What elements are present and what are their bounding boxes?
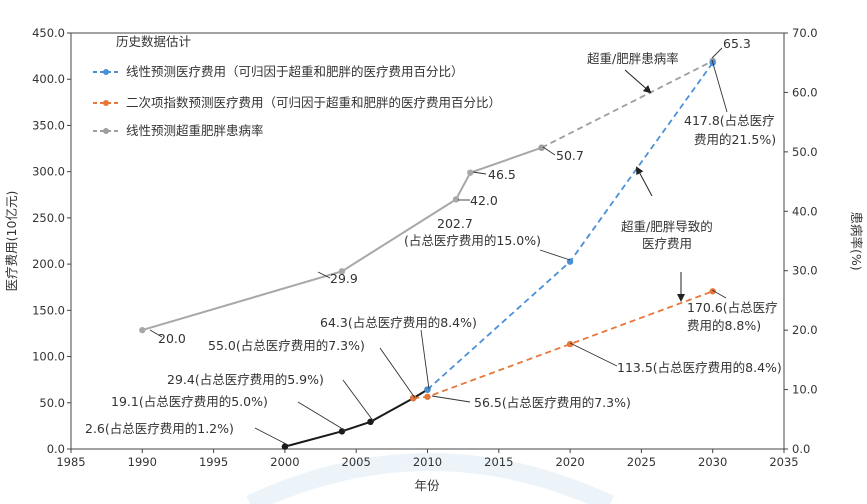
y-axis-left-title: 医疗费用(10亿元) <box>4 191 19 292</box>
y-right-tick-label: 0.0 <box>792 442 810 456</box>
legend-item-prevalence: 线性预测超重肥胖患病率 <box>93 123 264 138</box>
label-prevalence-2030: 65.3 <box>723 36 751 51</box>
label-cost-callout-2: 医疗费用 <box>642 236 692 251</box>
label-prevalence-2004: 29.9 <box>330 271 358 286</box>
x-tick-label: 2030 <box>698 455 727 469</box>
legend-item-exp-cost: 二次项指数预测医疗费用（可归因于超重和肥胖的医疗费用百分比） <box>93 95 501 110</box>
series-point-0 <box>452 196 460 203</box>
label-prevalence-2018: 50.7 <box>556 148 584 163</box>
series-point-0 <box>338 268 346 275</box>
y-right-tick-label: 70.0 <box>792 26 818 40</box>
label-cost-2020-linear-2: (占总医疗费用的15.0%) <box>404 233 541 248</box>
y-left-tick-label: 300.0 <box>32 165 65 179</box>
label-cost-2030-exp-2: 费用的8.8%) <box>687 318 761 333</box>
series-point-0 <box>139 326 146 334</box>
series-point-2 <box>367 418 374 426</box>
legend-label-linear-cost: 线性预测医疗费用（可归因于超重和肥胖的医疗费用百分比） <box>126 64 464 79</box>
label-cost-callout-1: 超重/肥胖导致的 <box>621 219 713 234</box>
legend-header: 历史数据估计 <box>116 34 191 49</box>
y-left-tick-label: 50.0 <box>39 396 65 410</box>
label-prevalence-2012: 42.0 <box>470 193 498 208</box>
x-tick-label: 2000 <box>270 455 299 469</box>
label-cost-2020-exp: 113.5(占总医疗费用的8.4%) <box>617 360 782 375</box>
label-cost-2010-exp: 56.5(占总医疗费用的7.3%) <box>474 395 631 410</box>
label-cost-2010: 64.3(占总医疗费用的8.4%) <box>320 315 477 330</box>
label-prevalence-2013: 46.5 <box>488 167 516 182</box>
x-tick-label: 1985 <box>56 455 85 469</box>
x-tick-label: 1990 <box>128 455 157 469</box>
label-cost-2006: 29.4(占总医疗费用的5.9%) <box>167 372 324 387</box>
y-right-tick-label: 30.0 <box>792 264 818 278</box>
series-line-4 <box>413 290 714 400</box>
legend: 历史数据估计 线性预测医疗费用（可归因于超重和肥胖的医疗费用百分比） 二次项指数… <box>93 34 501 138</box>
label-cost-2004: 19.1(占总医疗费用的5.0%) <box>111 394 268 409</box>
y-left-tick-label: 150.0 <box>32 303 65 317</box>
series-point-0 <box>467 169 474 176</box>
label-cost-2009: 55.0(占总医疗费用的7.3%) <box>208 338 365 353</box>
y-right-tick-label: 10.0 <box>792 383 818 397</box>
series-point-3 <box>566 258 574 265</box>
y-right-tick-label: 60.0 <box>792 85 818 99</box>
legend-item-linear-cost: 线性预测医疗费用（可归因于超重和肥胖的医疗费用百分比） <box>93 64 464 79</box>
label-cost-2030-exp-1: 170.6(占总医疗 <box>687 300 778 315</box>
series-point-2 <box>281 443 289 450</box>
annotations: 20.0 29.9 42.0 46.5 50.7 65.3 2.6(占总医疗费用… <box>85 36 782 436</box>
y-left-tick-label: 0.0 <box>47 442 65 456</box>
axes: 1985 1990 1995 2000 2005 2010 2015 2020 2025 2030… <box>32 26 818 469</box>
x-tick-label: 2015 <box>484 455 513 469</box>
y-left-tick-label: 350.0 <box>32 118 65 132</box>
x-tick-label: 1995 <box>199 455 228 469</box>
x-axis-title: 年份 <box>414 478 440 493</box>
series-point-1 <box>538 144 545 151</box>
legend-label-prevalence: 线性预测超重肥胖患病率 <box>126 123 264 138</box>
watermark-arc <box>246 453 614 504</box>
x-tick-label: 2005 <box>342 455 371 469</box>
label-prevalence-callout: 超重/肥胖患病率 <box>587 51 679 66</box>
legend-label-exp-cost: 二次项指数预测医疗费用（可归因于超重和肥胖的医疗费用百分比） <box>126 95 501 110</box>
series-point-4 <box>709 288 716 295</box>
y-left-tick-label: 250.0 <box>32 211 65 225</box>
annotation-leaders <box>149 47 728 447</box>
y-left-tick-label: 200.0 <box>32 257 65 271</box>
label-cost-2020-linear-1: 202.7 <box>437 216 473 231</box>
series-point-3 <box>424 386 431 393</box>
series-point-2 <box>338 428 346 435</box>
series-line-1 <box>541 60 714 149</box>
series-point-4 <box>424 393 431 400</box>
x-tick-label: 2010 <box>413 455 442 469</box>
x-tick-label: 2025 <box>627 455 656 469</box>
series-point-4 <box>410 394 417 402</box>
label-prevalence-1990: 20.0 <box>158 331 186 346</box>
label-cost-2030-linear-1: 417.8(占总医疗 <box>684 113 775 128</box>
y-left-tick-label: 100.0 <box>32 350 65 364</box>
y-left-tick-label: 400.0 <box>32 72 65 86</box>
label-cost-2030-linear-2: 费用的21.5%) <box>694 132 776 147</box>
arrow-prevalence <box>624 69 652 94</box>
y-right-tick-label: 40.0 <box>792 204 818 218</box>
y-right-tick-label: 50.0 <box>792 145 818 159</box>
series-points <box>139 57 716 450</box>
y-right-tick-label: 20.0 <box>792 323 818 337</box>
x-tick-label: 2020 <box>555 455 584 469</box>
series-point-4 <box>566 340 574 348</box>
y-left-tick-label: 450.0 <box>32 26 65 40</box>
y-axis-right-title: 患病率(%) <box>849 211 864 270</box>
label-cost-2000: 2.6(占总医疗费用的1.2%) <box>85 421 234 436</box>
arrow-cost-linear <box>636 166 653 197</box>
x-tick-label: 2035 <box>769 455 798 469</box>
